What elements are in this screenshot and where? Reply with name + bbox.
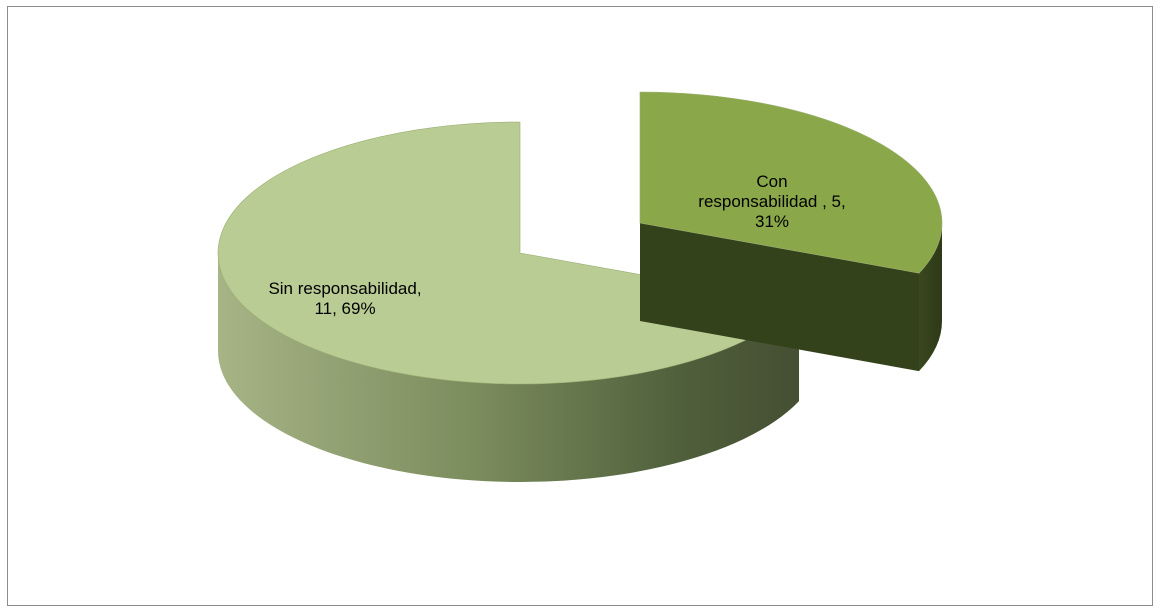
pie-slice-top-con	[639, 91, 943, 274]
slice-label-con: Con responsabilidad , 5, 31%	[698, 172, 846, 231]
slice-cut-face	[640, 223, 920, 372]
slice-label-sin: Sin responsabilidad, 11, 69%	[268, 279, 422, 318]
slice-side-wall	[217, 253, 800, 482]
slice-side-wall	[919, 223, 942, 372]
